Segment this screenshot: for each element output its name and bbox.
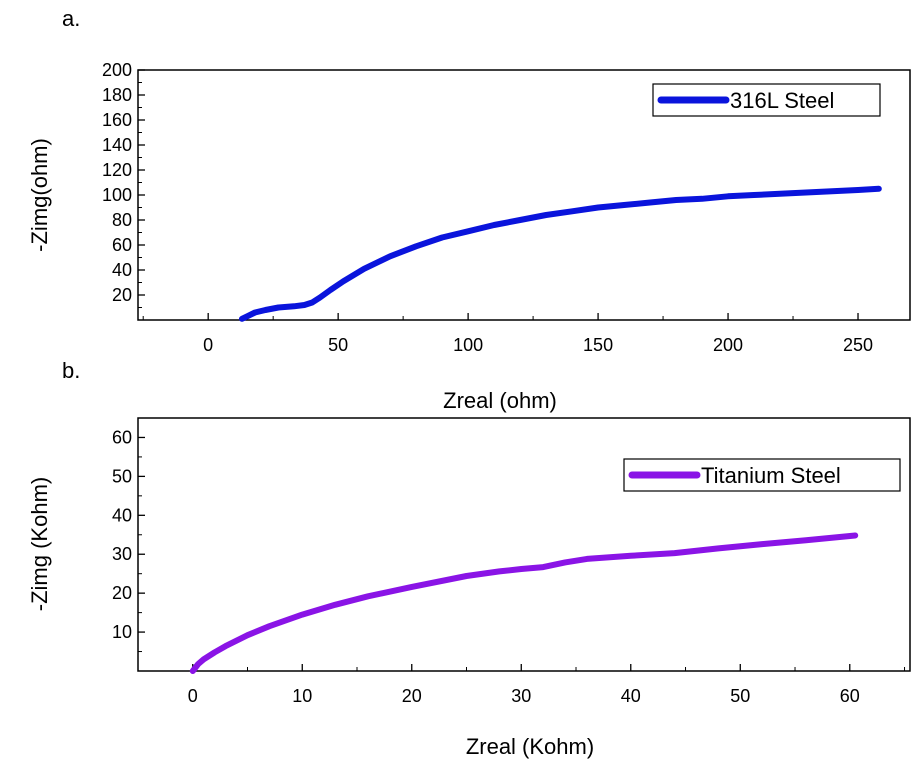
panel-b-x-tick-label: 50 [730, 686, 750, 706]
panel-a-series-line-0 [239, 185, 882, 322]
panel-b-x-tick-label: 0 [188, 686, 198, 706]
panel-a-y-tick-label: 60 [112, 235, 132, 255]
panel-a-legend: 316L Steel [652, 83, 881, 117]
panel-b-y-tick-label: 20 [112, 583, 132, 603]
panel-a-y-tick-label: 100 [102, 185, 132, 205]
panel-a-axes: 20 40 60 80 100 120 140 160 180 200 0 50 100 150 200 25… [102, 60, 873, 355]
panel-b-y-tick-label: 10 [112, 622, 132, 642]
panel-b-x-tick-label: 60 [840, 686, 860, 706]
panel-a-x-tick-label: 0 [203, 335, 213, 355]
panel-a-y-tick-label: 160 [102, 110, 132, 130]
panel-b-x-tick-label: 10 [292, 686, 312, 706]
panel-b-legend-label: Titanium Steel [701, 463, 841, 488]
panel-a-y-tick-label: 140 [102, 135, 132, 155]
panel-b-y-axis-label: -Zimg (Kohm) [27, 477, 52, 611]
panel-b-series-line-0 [189, 532, 859, 674]
panel-a-x-axis-label: Zreal (ohm) [443, 388, 557, 413]
panel-b-series [189, 532, 859, 674]
panel-a-x-tick-label: 50 [328, 335, 348, 355]
panel-b-x-tick-label: 30 [511, 686, 531, 706]
panel-a-label: a. [62, 6, 80, 31]
panel-b-legend: Titanium Steel [623, 458, 901, 492]
panel-a-y-axis-label: -Zimg(ohm) [27, 138, 52, 252]
panel-b-x-tick-label: 40 [621, 686, 641, 706]
panel-a-y-tick-label: 40 [112, 260, 132, 280]
panel-b-y-tick-label: 50 [112, 466, 132, 486]
panel-a-x-tick-label: 250 [843, 335, 873, 355]
panel-a-y-tick-label: 180 [102, 85, 132, 105]
panel-b-plot-frame [137, 417, 911, 672]
panel-a-y-tick-label: 120 [102, 160, 132, 180]
panel-b-axes: 10 20 30 40 50 60 0 10 20 30 40 50 60 [112, 427, 906, 706]
panel-a-series [239, 185, 882, 322]
panel-a-x-tick-label: 200 [713, 335, 743, 355]
panel-b-label: b. [62, 358, 80, 383]
panel-a-y-tick-label: 80 [112, 210, 132, 230]
panel-b-y-tick-label: 40 [112, 505, 132, 525]
panel-a-y-tick-label: 200 [102, 60, 132, 80]
panel-b-x-axis-label: Zreal (Kohm) [466, 734, 594, 759]
panel-b-x-tick-label: 20 [402, 686, 422, 706]
panel-b-y-tick-label: 60 [112, 427, 132, 447]
panel-b: b. 10 20 30 40 50 60 0 10 20 30 40 50 60 Titanium St… [27, 358, 911, 759]
panel-b-y-tick-label: 30 [112, 544, 132, 564]
panel-a-x-tick-label: 100 [453, 335, 483, 355]
panel-a-legend-label: 316L Steel [730, 88, 834, 113]
panel-a-y-tick-label: 20 [112, 285, 132, 305]
panel-a-x-tick-label: 150 [583, 335, 613, 355]
